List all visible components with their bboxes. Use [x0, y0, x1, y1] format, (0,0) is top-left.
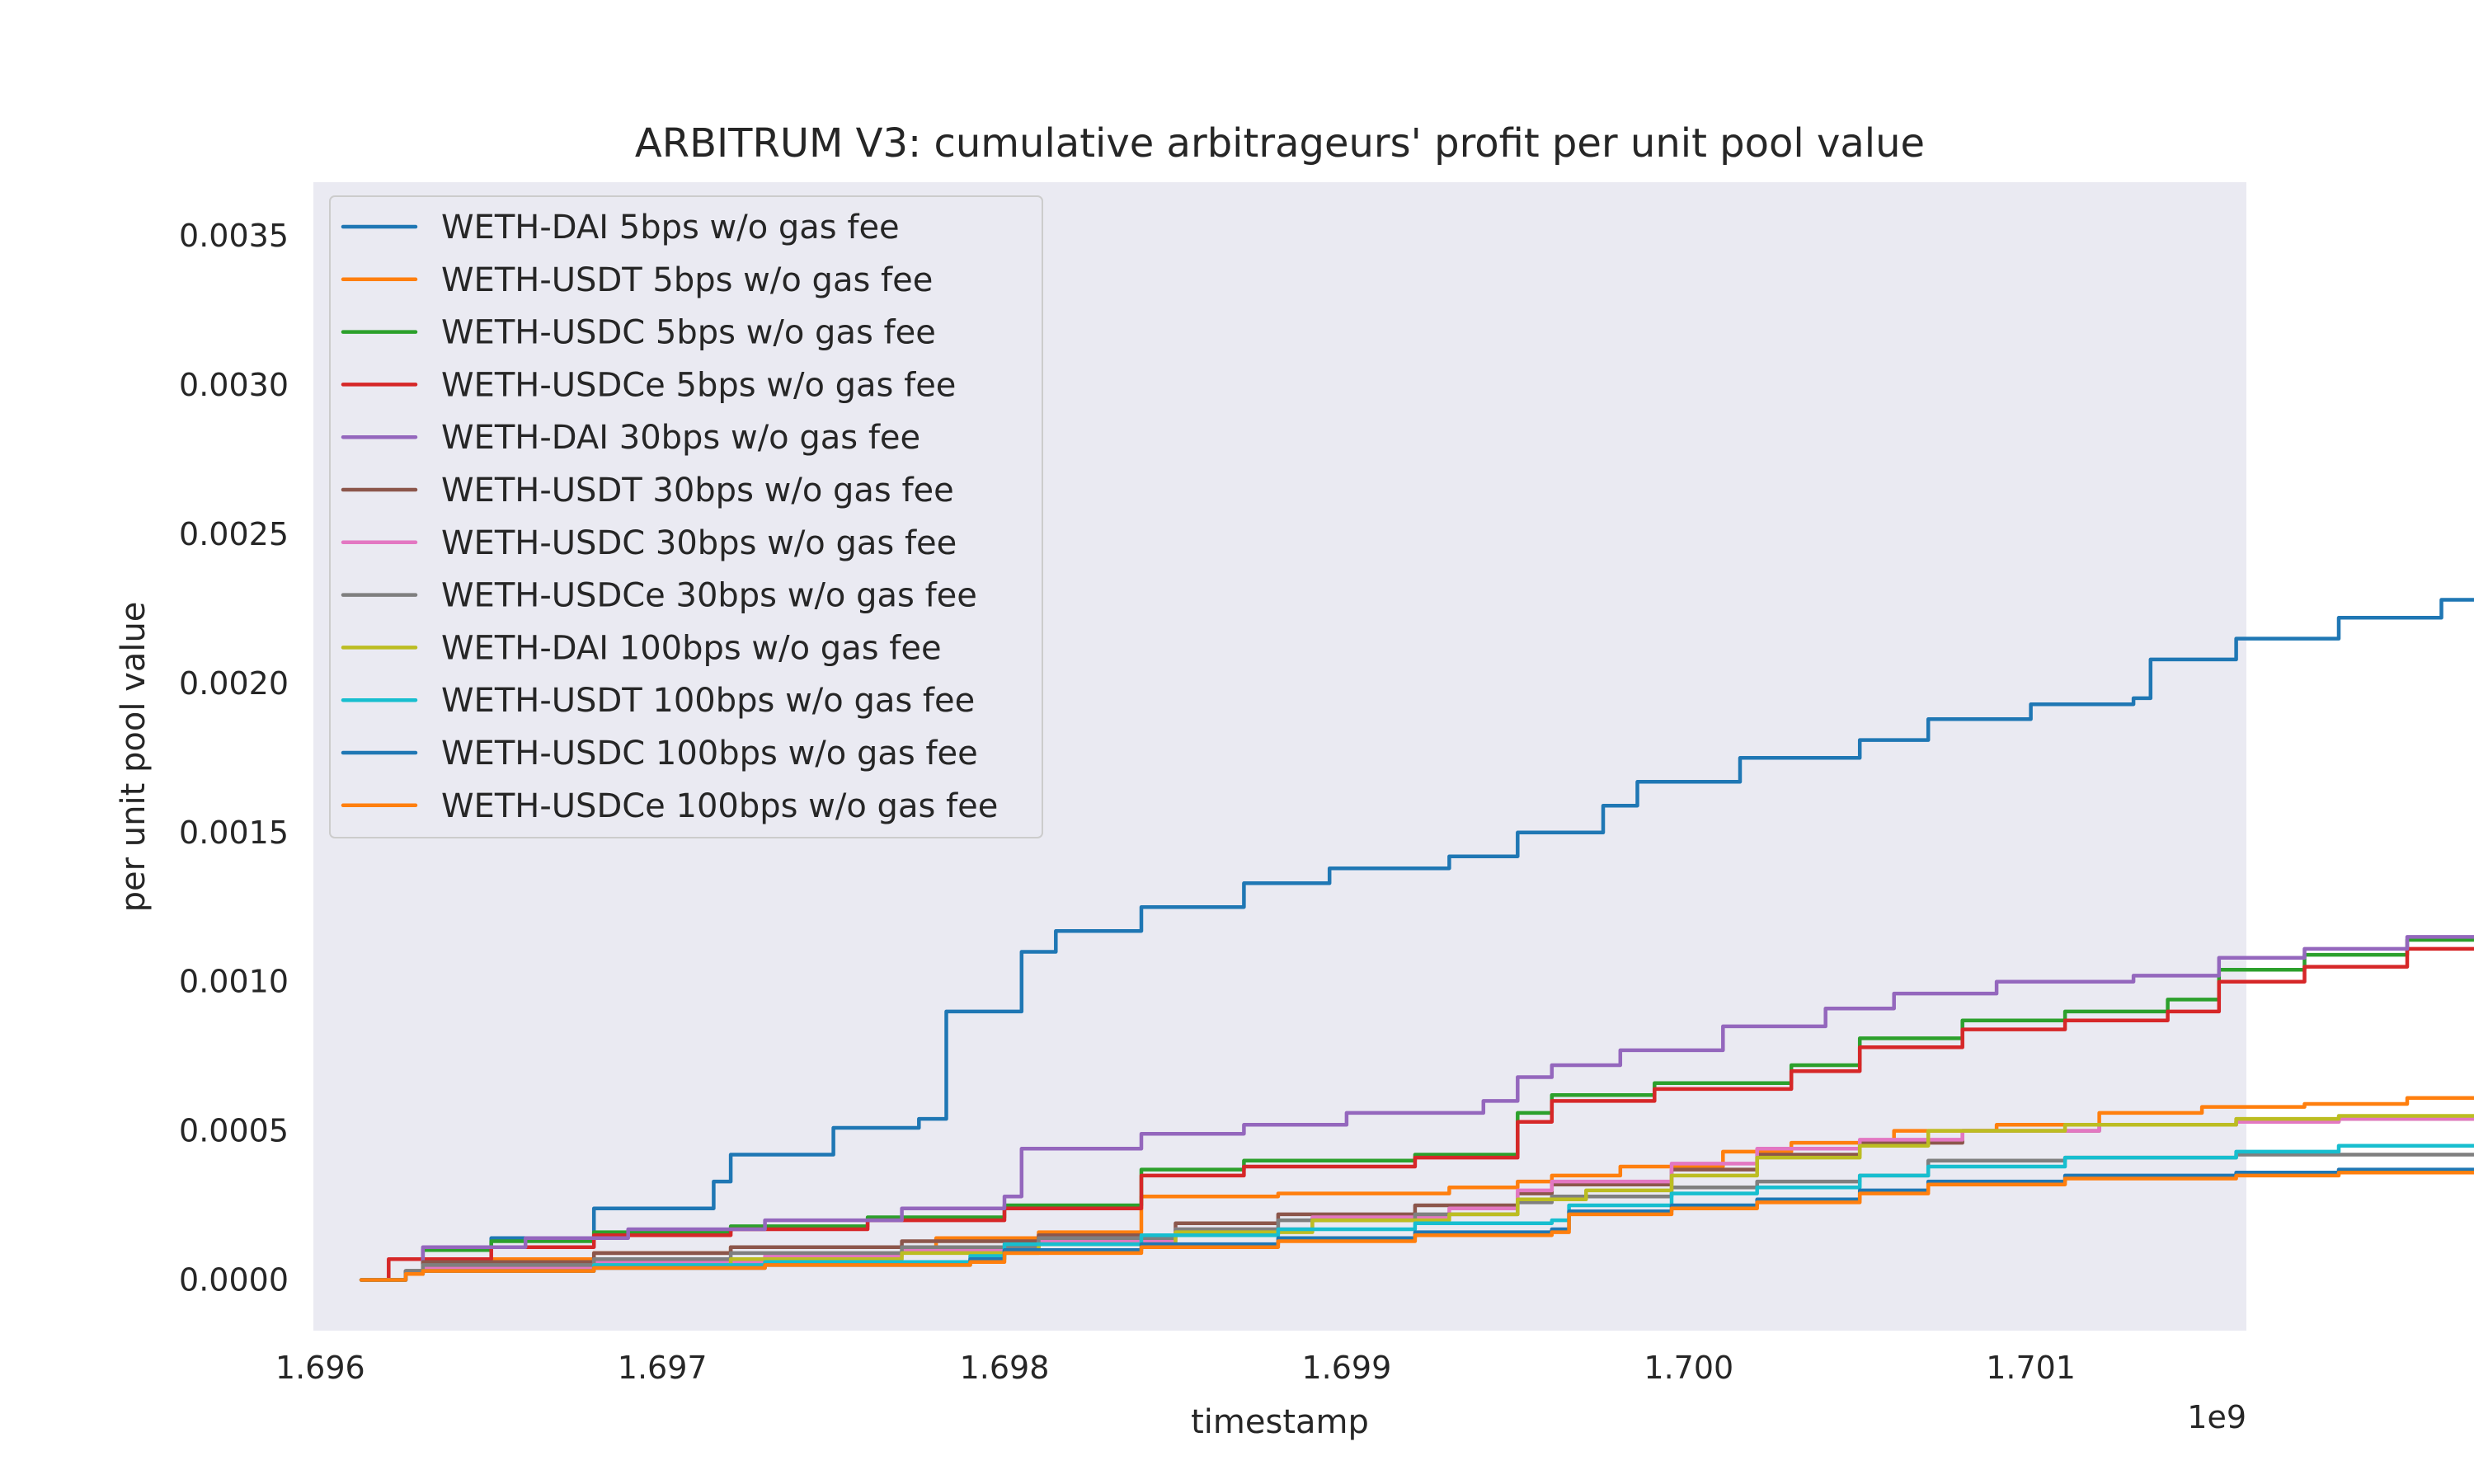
y-tick-label: 0.0020 — [179, 665, 289, 702]
legend: WETH-DAI 5bps w/o gas fee WETH-USDT 5bps … — [329, 195, 1043, 838]
legend-label: WETH-USDC 100bps w/o gas fee — [441, 735, 978, 773]
y-tick-label: 0.0015 — [179, 815, 289, 851]
x-axis-label: timestamp — [1191, 1403, 1369, 1441]
y-axis-label: per unit pool value — [115, 602, 153, 913]
y-tick-label: 0.0035 — [179, 218, 289, 254]
y-tick-label: 0.0005 — [179, 1113, 289, 1149]
x-tick-label: 1.699 — [1302, 1350, 1392, 1386]
y-tick-label: 0.0030 — [179, 367, 289, 403]
y-axis-ticks: 0.0000 0.0005 0.0010 0.0015 0.0020 0.0025 0.00… — [179, 218, 289, 1298]
chart-title: ARBITRUM V3: cumulative arbitrageurs' pr… — [635, 120, 1925, 167]
x-tick-label: 1.696 — [275, 1350, 365, 1386]
legend-box — [329, 195, 1043, 838]
legend-label: WETH-USDCe 100bps w/o gas fee — [441, 787, 998, 825]
x-tick-label: 1.697 — [618, 1350, 708, 1386]
x-tick-label: 1.701 — [1986, 1350, 2076, 1386]
legend-label: WETH-USDCe 30bps w/o gas fee — [441, 577, 977, 615]
x-tick-label: 1.700 — [1644, 1350, 1733, 1386]
series-line-10 — [359, 1144, 2474, 1282]
series-line-1 — [359, 598, 2474, 1282]
legend-label: WETH-USDC 5bps w/o gas fee — [441, 314, 936, 352]
series-layer — [359, 598, 2474, 1282]
series-line-4 — [359, 946, 2474, 1282]
x-tick-label: 1.698 — [960, 1350, 1050, 1386]
x-axis-offset-label: 1e9 — [2187, 1399, 2246, 1435]
legend-label: WETH-USDC 30bps w/o gas fee — [441, 524, 957, 562]
legend-label: WETH-USDT 100bps w/o gas fee — [441, 682, 975, 720]
legend-label: WETH-USDT 30bps w/o gas fee — [441, 472, 954, 510]
legend-label: WETH-DAI 5bps w/o gas fee — [441, 209, 900, 247]
legend-label: WETH-USDT 5bps w/o gas fee — [441, 261, 933, 299]
series-line-5 — [359, 935, 2474, 1282]
y-tick-label: 0.0000 — [179, 1262, 289, 1298]
series-line-12 — [359, 1170, 2474, 1282]
y-tick-label: 0.0010 — [179, 964, 289, 1000]
legend-label: WETH-DAI 100bps w/o gas fee — [441, 629, 942, 667]
x-axis-ticks: 1.696 1.697 1.698 1.699 1.700 1.701 — [275, 1350, 2076, 1386]
y-tick-label: 0.0025 — [179, 516, 289, 552]
legend-label: WETH-DAI 30bps w/o gas fee — [441, 419, 920, 457]
legend-label: WETH-USDCe 5bps w/o gas fee — [441, 366, 956, 404]
